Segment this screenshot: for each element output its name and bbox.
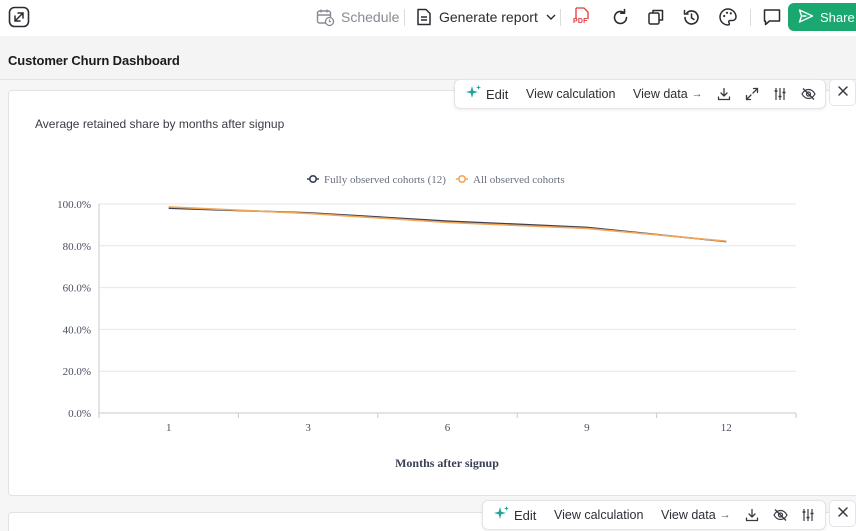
x-tick-label: 12 (721, 422, 732, 434)
page-title: Customer Churn Dashboard (8, 53, 180, 68)
chart-card (8, 90, 856, 496)
y-tick-label: 80.0% (63, 241, 91, 253)
schedule-button[interactable]: Schedule (316, 0, 399, 34)
view-calculation-button[interactable]: View calculation (526, 80, 615, 108)
y-tick-label: 60.0% (63, 283, 91, 295)
comment-icon[interactable] (762, 0, 782, 34)
chart-title: Average retained share by months after s… (35, 117, 285, 131)
sliders-icon[interactable] (801, 501, 815, 529)
legend-label: All observed cohorts (473, 174, 565, 186)
generate-report-label: Generate report (439, 9, 538, 25)
y-tick-label: 20.0% (63, 366, 91, 378)
y-tick-label: 0.0% (68, 408, 91, 420)
document-icon (416, 8, 432, 26)
download-icon[interactable] (745, 501, 759, 529)
x-tick-label: 9 (584, 422, 590, 434)
toolbar-divider (560, 9, 561, 26)
series-line (168, 206, 727, 242)
generate-report-button[interactable]: Generate report (416, 0, 557, 34)
widget-toolbar: Edit View calculation View data → (454, 79, 826, 109)
x-tick-label: 6 (445, 422, 451, 434)
download-icon[interactable] (717, 80, 731, 108)
sparkle-icon (493, 505, 510, 525)
close-icon (837, 84, 849, 102)
toolbar-divider (750, 9, 751, 26)
widget-toolbar: Edit View calculation View data → (482, 500, 826, 530)
send-icon (798, 8, 814, 27)
chart-series (168, 206, 727, 243)
view-data-label: View data (633, 87, 688, 101)
legend-marker (457, 175, 466, 184)
chart-gridlines (98, 203, 796, 414)
edit-label: Edit (514, 507, 537, 523)
arrow-right-icon: → (691, 88, 703, 100)
y-axis-ticks: 0.0% 20.0% 40.0% 60.0% 80.0% 100.0% (57, 199, 91, 420)
x-tick-label: 1 (166, 422, 172, 434)
sparkle-icon (465, 84, 482, 104)
expand-icon[interactable] (8, 0, 32, 34)
view-calculation-label: View calculation (526, 87, 616, 101)
chevron-down-icon (545, 11, 557, 23)
view-calculation-label: View calculation (554, 508, 644, 522)
edit-button[interactable]: Edit (465, 80, 508, 108)
duplicate-icon[interactable] (647, 0, 665, 34)
eye-off-icon[interactable] (801, 80, 816, 108)
history-icon[interactable] (682, 0, 701, 34)
y-tick-label: 40.0% (63, 324, 91, 336)
close-icon (837, 505, 849, 523)
share-label: Share (820, 9, 855, 25)
toolbar-divider (404, 9, 405, 26)
calendar-clock-icon (316, 8, 335, 27)
sliders-icon[interactable] (773, 80, 787, 108)
series-line (168, 207, 727, 243)
legend-marker (308, 175, 317, 184)
pdf-icon: PDF (573, 7, 591, 27)
edit-button[interactable]: Edit (493, 501, 536, 529)
y-tick-label: 100.0% (57, 199, 91, 211)
dashboard-header (0, 36, 856, 80)
close-button[interactable] (829, 500, 856, 527)
pdf-export-button[interactable]: PDF (573, 0, 591, 34)
fullscreen-icon[interactable] (745, 80, 759, 108)
eye-off-icon[interactable] (773, 501, 788, 529)
legend-label: Fully observed cohorts (12) (324, 174, 446, 186)
palette-icon[interactable] (718, 0, 738, 34)
arrow-right-icon: → (719, 509, 731, 521)
close-button[interactable] (829, 79, 856, 106)
edit-label: Edit (486, 86, 509, 102)
chart-legend: Fully observed cohorts (12) All observed … (307, 174, 565, 186)
view-calculation-button[interactable]: View calculation (554, 501, 643, 529)
refresh-icon[interactable] (611, 0, 630, 34)
view-data-button[interactable]: View data → (661, 501, 731, 529)
top-toolbar (0, 0, 856, 36)
share-button[interactable]: Share (788, 3, 856, 31)
view-data-label: View data (661, 508, 716, 522)
x-axis-label: Months after signup (395, 456, 499, 470)
x-tick-label: 3 (305, 422, 311, 434)
view-data-button[interactable]: View data → (633, 80, 703, 108)
schedule-label: Schedule (341, 9, 400, 25)
x-axis-ticks: 1 3 6 9 12 (98, 413, 797, 434)
